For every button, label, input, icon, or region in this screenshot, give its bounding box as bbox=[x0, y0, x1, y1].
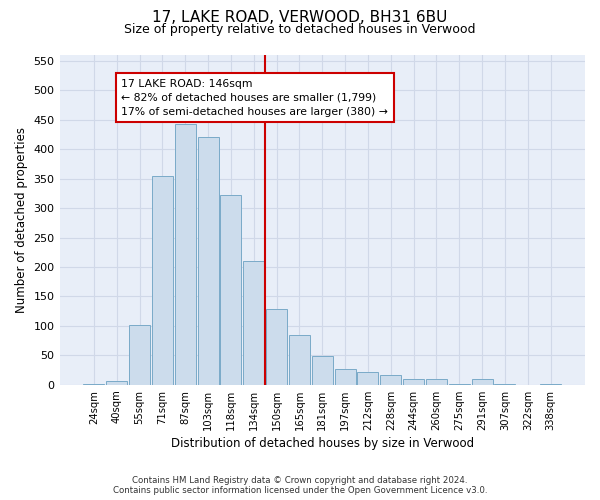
Text: 17 LAKE ROAD: 146sqm
← 82% of detached houses are smaller (1,799)
17% of semi-de: 17 LAKE ROAD: 146sqm ← 82% of detached h… bbox=[121, 78, 388, 116]
Bar bbox=[152, 176, 173, 385]
Bar bbox=[335, 369, 356, 385]
Text: 17, LAKE ROAD, VERWOOD, BH31 6BU: 17, LAKE ROAD, VERWOOD, BH31 6BU bbox=[152, 10, 448, 25]
Bar bbox=[426, 379, 447, 385]
Bar bbox=[449, 384, 470, 385]
Bar bbox=[494, 384, 515, 385]
Bar bbox=[220, 195, 241, 385]
Text: Size of property relative to detached houses in Verwood: Size of property relative to detached ho… bbox=[124, 22, 476, 36]
Bar bbox=[312, 356, 333, 385]
Y-axis label: Number of detached properties: Number of detached properties bbox=[15, 127, 28, 313]
Bar bbox=[358, 372, 379, 385]
Bar bbox=[175, 124, 196, 385]
Bar bbox=[106, 382, 127, 385]
Bar bbox=[540, 384, 561, 385]
Bar bbox=[403, 379, 424, 385]
Bar bbox=[129, 326, 150, 385]
Bar bbox=[243, 261, 264, 385]
Bar bbox=[472, 379, 493, 385]
Bar bbox=[380, 376, 401, 385]
Bar bbox=[266, 310, 287, 385]
Bar bbox=[83, 384, 104, 385]
X-axis label: Distribution of detached houses by size in Verwood: Distribution of detached houses by size … bbox=[171, 437, 474, 450]
Bar bbox=[197, 137, 218, 385]
Text: Contains HM Land Registry data © Crown copyright and database right 2024.
Contai: Contains HM Land Registry data © Crown c… bbox=[113, 476, 487, 495]
Bar bbox=[289, 335, 310, 385]
